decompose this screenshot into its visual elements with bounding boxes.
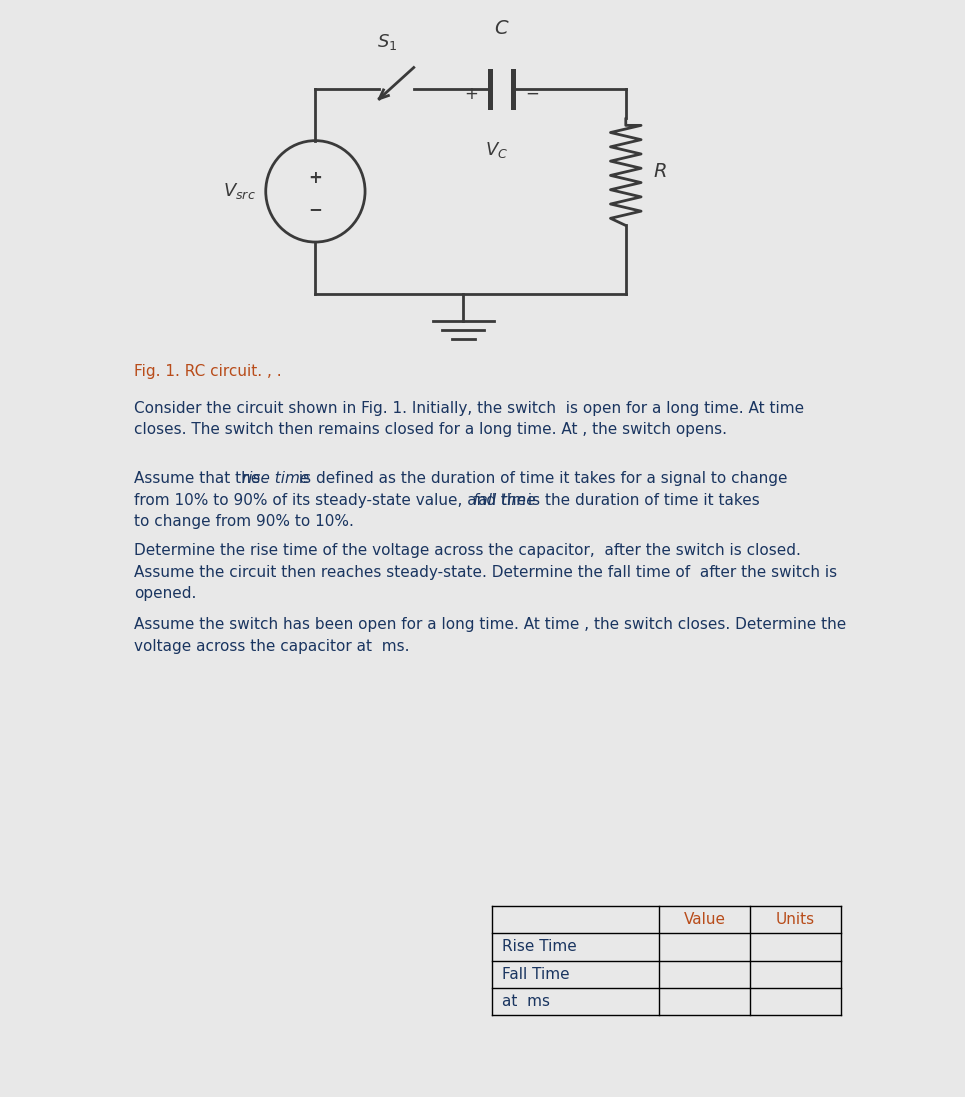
Text: closes. The switch then remains closed for a long time. At , the switch opens.: closes. The switch then remains closed f… xyxy=(134,422,727,438)
Text: $V_C$: $V_C$ xyxy=(485,139,509,160)
Text: Assume the switch has been open for a long time. At time , the switch closes. De: Assume the switch has been open for a lo… xyxy=(134,618,846,632)
Text: +: + xyxy=(464,84,478,103)
Text: $C$: $C$ xyxy=(494,20,510,38)
Text: to change from 90% to 10%.: to change from 90% to 10%. xyxy=(134,514,354,529)
Text: is the duration of time it takes: is the duration of time it takes xyxy=(523,493,759,508)
Text: Consider the circuit shown in Fig. 1. Initially, the switch  is open for a long : Consider the circuit shown in Fig. 1. In… xyxy=(134,402,804,416)
Text: $S_1$: $S_1$ xyxy=(377,32,398,52)
Text: is defined as the duration of time it takes for a signal to change: is defined as the duration of time it ta… xyxy=(294,472,787,486)
Text: $R$: $R$ xyxy=(652,162,666,181)
Text: Fig. 1. RC circuit. , .: Fig. 1. RC circuit. , . xyxy=(134,364,282,378)
Text: −: − xyxy=(525,84,539,103)
Text: Value: Value xyxy=(683,913,726,927)
Text: −: − xyxy=(309,200,322,218)
Text: voltage across the capacitor at  ms.: voltage across the capacitor at ms. xyxy=(134,638,409,654)
Text: at  ms: at ms xyxy=(502,994,550,1009)
Text: opened.: opened. xyxy=(134,586,196,601)
Text: +: + xyxy=(309,169,322,186)
Text: rise time: rise time xyxy=(242,472,309,486)
Text: Assume that the: Assume that the xyxy=(134,472,265,486)
Text: Determine the rise time of the voltage across the capacitor,  after the switch i: Determine the rise time of the voltage a… xyxy=(134,543,801,558)
Text: Rise Time: Rise Time xyxy=(502,939,576,954)
Text: $V_{src}$: $V_{src}$ xyxy=(223,181,256,202)
Text: from 10% to 90% of its steady-state value, and the: from 10% to 90% of its steady-state valu… xyxy=(134,493,531,508)
Text: Fall Time: Fall Time xyxy=(502,966,569,982)
Text: Assume the circuit then reaches steady-state. Determine the fall time of  after : Assume the circuit then reaches steady-s… xyxy=(134,565,837,580)
Text: Units: Units xyxy=(776,913,814,927)
Text: fall time: fall time xyxy=(473,493,536,508)
